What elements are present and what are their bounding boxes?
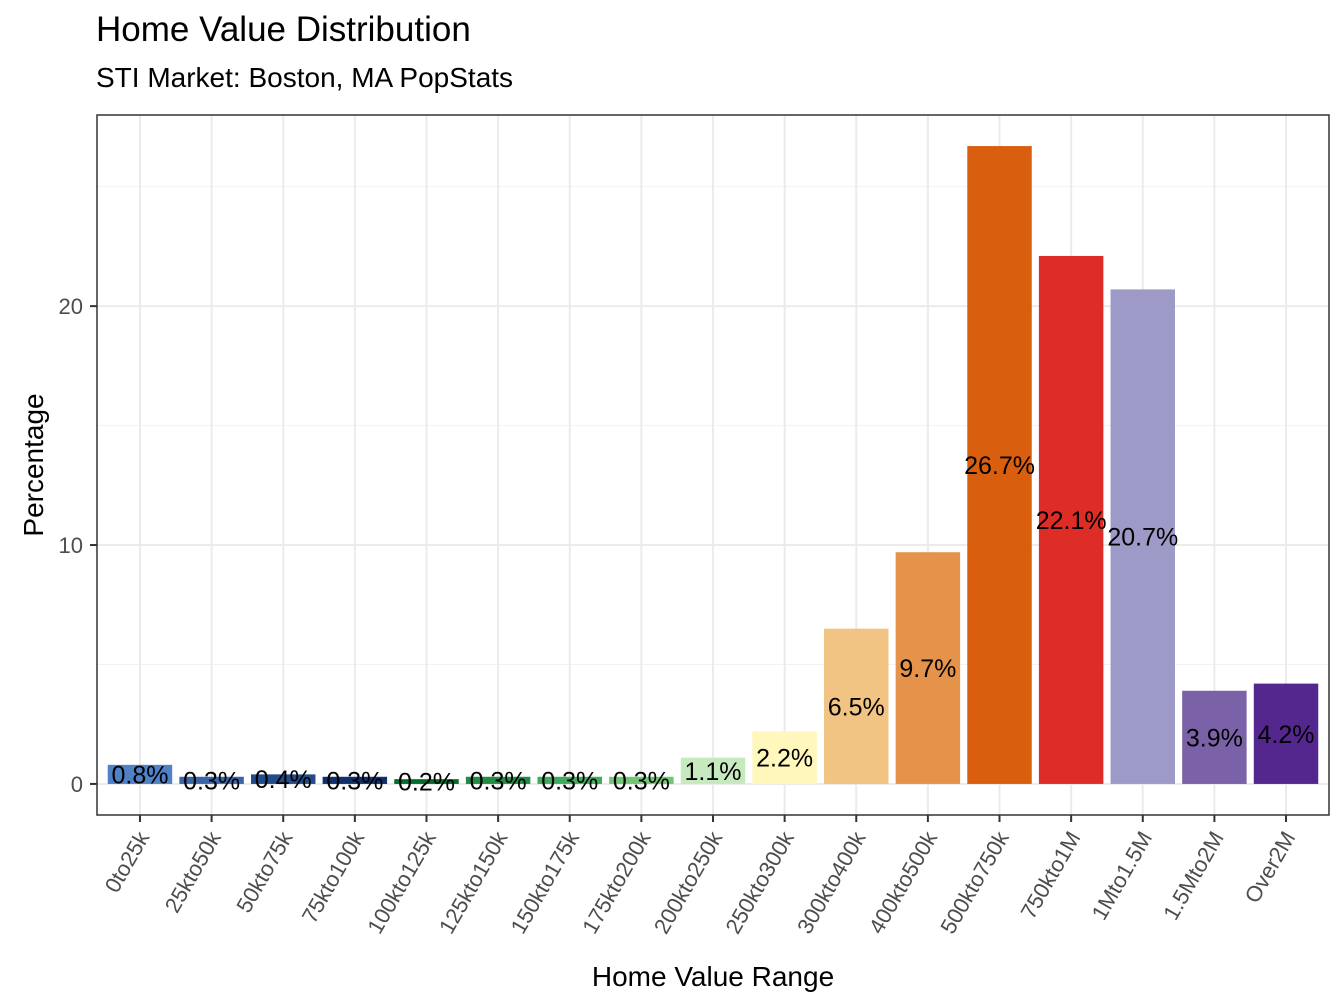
bar-75kto100k <box>322 776 388 784</box>
data-label: 0.2% <box>398 769 455 797</box>
data-label: 4.2% <box>1258 721 1315 749</box>
bar-1.5Mto2M <box>1182 690 1247 784</box>
bar-400kto500k <box>895 552 961 784</box>
y-tick-label: 20 <box>59 294 83 319</box>
x-tick-label: 0to25k <box>100 826 155 897</box>
chart-subtitle: STI Market: Boston, MA PopStats <box>96 62 514 93</box>
data-label: 0.3% <box>326 767 383 795</box>
data-label: 0.3% <box>470 767 527 795</box>
bar-100kto125k <box>394 779 459 784</box>
data-label: 2.2% <box>756 745 813 773</box>
bar-1Mto1.5M <box>1110 289 1175 784</box>
x-tick-label: 125kto150k <box>434 826 513 938</box>
y-tick-label: 0 <box>71 772 83 797</box>
bar-50kto75k <box>251 774 316 784</box>
bar-200kto250k <box>680 757 746 784</box>
y-axis: 0 10 20 <box>59 294 97 797</box>
x-tick-label: 400kto500k <box>864 826 943 938</box>
x-tick-label: 750kto1M <box>1016 827 1086 923</box>
x-tick-label: 175kto200k <box>577 826 656 938</box>
bar-750kto1M <box>1038 255 1104 784</box>
data-label: 20.7% <box>1107 524 1178 552</box>
bar-125kto150k <box>465 776 531 784</box>
x-axis: 0to25k 25kto50k 50kto75k 75kto100k100kto125… <box>100 815 1301 938</box>
bar-0to25k <box>107 764 173 784</box>
data-label: 0.3% <box>183 767 240 795</box>
data-label: 0.4% <box>255 766 312 794</box>
bar-25kto50k <box>179 776 244 784</box>
bar-Over2M <box>1253 683 1319 784</box>
x-tick-label: 1.5Mto2M <box>1158 827 1229 924</box>
x-axis-title: Home Value Range <box>592 961 834 992</box>
bar-250kto300k <box>752 731 817 784</box>
x-tick-label: 1Mto1.5M <box>1087 827 1158 924</box>
bar-150kto175k <box>537 776 602 784</box>
data-label: 9.7% <box>899 655 956 683</box>
x-tick-label: 100kto125k <box>362 826 441 938</box>
data-labels: 0.8% 0.3% 0.4% 0.3% 0.2% 0.3% 0.3% 0.3% 1.1% 2.2%… <box>111 452 1314 797</box>
x-tick-label: 25kto50k <box>160 826 227 917</box>
data-label: 3.9% <box>1186 724 1243 752</box>
x-tick-label: 150kto175k <box>506 826 585 938</box>
data-label: 0.8% <box>111 761 168 789</box>
x-tick-label: 500kto750k <box>935 826 1014 938</box>
x-tick-label: 250kto300k <box>720 826 799 938</box>
x-tick-label: 75kto100k <box>297 826 370 927</box>
bar-300kto400k <box>824 628 889 784</box>
data-label: 1.1% <box>685 758 742 786</box>
bar-500kto750k <box>967 146 1032 784</box>
bars <box>107 146 1319 784</box>
x-tick-label: 300kto400k <box>792 826 871 938</box>
y-axis-title: Percentage <box>18 393 49 536</box>
data-label: 22.1% <box>1036 507 1107 535</box>
bar-175kto200k <box>609 776 674 784</box>
data-label: 0.3% <box>613 767 670 795</box>
x-tick-label: Over2M <box>1240 827 1301 907</box>
x-tick-label: 200kto250k <box>649 826 728 938</box>
data-label: 0.3% <box>541 767 598 795</box>
y-tick-label: 10 <box>59 533 83 558</box>
data-label: 6.5% <box>828 693 885 721</box>
data-label: 26.7% <box>964 452 1035 480</box>
chart-title: Home Value Distribution <box>96 10 471 49</box>
x-tick-label: 50kto75k <box>231 826 298 917</box>
